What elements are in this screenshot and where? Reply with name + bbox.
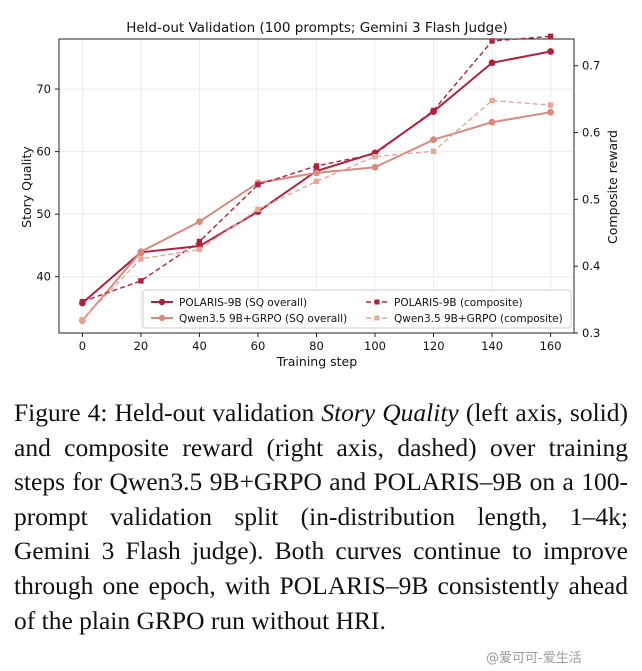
data-point [489,38,495,44]
x-tick-label: 100 [364,339,386,353]
data-point [138,256,144,262]
data-point [196,218,203,226]
y2-tick-label: 0.4 [582,259,600,273]
legend-label: Qwen3.5 9B+GRPO (composite) [394,313,563,325]
data-point [196,246,203,253]
data-point [371,163,379,171]
x-tick-label: 120 [423,339,445,353]
y-axis-label: Story Quality [19,146,34,228]
data-point [255,181,261,188]
series-layer [79,33,554,324]
data-point [488,59,496,67]
x-tick-label: 80 [309,339,324,353]
caption-emphasis: Story Quality [321,398,459,427]
data-point [547,102,554,108]
data-point [547,48,554,55]
x-tick-label: 60 [251,339,266,353]
x-axis-label: Training step [276,354,357,369]
data-point [138,278,144,284]
data-point [430,107,437,114]
y2-tick-label: 0.7 [582,59,600,73]
caption-text: (left axis, solid) and composite reward … [14,398,628,635]
data-point [313,169,320,177]
series-line [81,99,551,321]
validation-chart: Held-out Validation (100 prompts; Gemini… [19,20,620,369]
y2-tick-label: 0.6 [582,126,600,140]
watermark: @爱可可-爱生活 [486,651,582,666]
x-tick-label: 160 [540,339,562,353]
x-tick-label: 40 [192,339,207,353]
y-tick-label: 60 [36,145,51,159]
series-3 [79,97,554,323]
legend: POLARIS-9B (SQ overall) Qwen3.5 9B+GRPO (… [142,289,572,329]
data-point [488,118,496,126]
data-point [313,178,320,185]
y2-tick-label: 0.5 [582,192,600,206]
y2-tick-label: 0.3 [582,326,600,340]
legend-swatch-marker [158,314,166,322]
x-tick-label: 140 [481,339,503,353]
data-point [255,206,261,213]
data-point [196,238,203,245]
legend-label: POLARIS-9B (SQ overall) [179,297,307,309]
data-point [137,248,145,256]
y-tick-label: 70 [36,82,51,96]
caption-label: Figure 4: Held-out validation [14,398,322,427]
legend-swatch-marker [374,299,380,305]
y-tick-label: 40 [36,270,51,284]
axis-ticks: 0 20 40 60 80 100 120 140 160 40 50 60 70 0.3 0.4 0.5 0.… [36,59,600,353]
data-point [430,136,437,144]
chart-title: Held-out Validation (100 prompts; Gemini… [126,20,508,36]
x-tick-label: 0 [79,339,86,353]
data-point [79,316,86,323]
y2-axis-label: Composite reward [605,130,620,244]
figure-caption: Figure 4: Held-out validation Story Qual… [14,396,628,638]
y-tick-label: 50 [36,207,51,221]
data-point [313,163,320,169]
grid [59,39,574,333]
legend-label: Qwen3.5 9B+GRPO (SQ overall) [179,313,347,325]
legend-swatch-marker [158,298,166,306]
data-point [372,153,378,160]
data-point [547,108,554,116]
data-point [547,33,554,40]
legend-swatch-marker [374,315,380,321]
data-point [430,148,437,154]
x-tick-label: 20 [134,339,149,353]
data-point [489,97,495,104]
legend-frame [142,289,572,329]
data-point [79,298,86,305]
legend-label: POLARIS-9B (composite) [394,297,523,309]
